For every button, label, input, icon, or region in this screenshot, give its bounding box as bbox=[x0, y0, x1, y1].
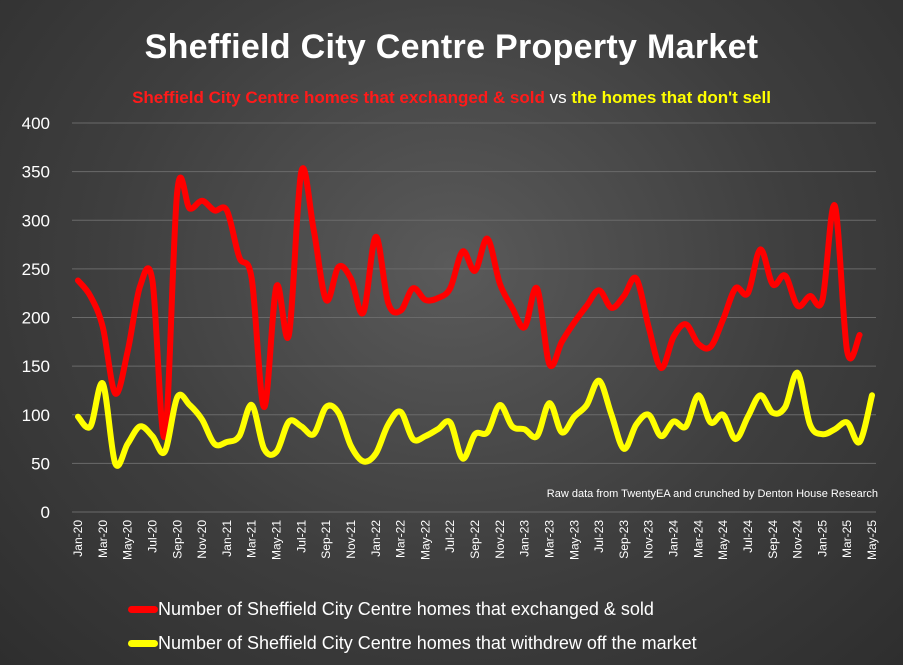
chart-subtitle: Sheffield City Centre homes that exchang… bbox=[0, 88, 903, 108]
legend-item-withdrawn: Number of Sheffield City Centre homes th… bbox=[128, 631, 697, 655]
x-tick-label: Sep-20 bbox=[170, 520, 184, 559]
x-tick-label: Mar-23 bbox=[542, 520, 556, 558]
x-tick-label: Jan-20 bbox=[71, 520, 85, 557]
y-tick-label: 350 bbox=[22, 163, 50, 182]
x-tick-label: Mar-24 bbox=[691, 520, 705, 558]
legend-item-sold: Number of Sheffield City Centre homes th… bbox=[128, 597, 654, 621]
x-tick-label: May-24 bbox=[716, 520, 730, 560]
x-tick-label: Jan-21 bbox=[220, 520, 234, 557]
y-tick-label: 150 bbox=[22, 357, 50, 376]
legend-swatch-withdrawn bbox=[128, 639, 158, 647]
y-tick-label: 250 bbox=[22, 260, 50, 279]
series-line-withdrawn bbox=[75, 369, 875, 469]
x-tick-label: Jan-22 bbox=[369, 520, 383, 557]
series-lines bbox=[75, 165, 875, 469]
legend-label-withdrawn: Number of Sheffield City Centre homes th… bbox=[158, 632, 697, 653]
x-tick-label: Mar-20 bbox=[96, 520, 110, 558]
chart-title: Sheffield City Centre Property Market bbox=[144, 28, 759, 66]
source-note: Raw data from TwentyEA and crunched by D… bbox=[546, 488, 878, 500]
y-tick-label: 300 bbox=[22, 211, 50, 230]
x-tick-label: May-21 bbox=[270, 520, 284, 560]
y-tick-label: 100 bbox=[22, 406, 50, 425]
x-tick-label: Sep-23 bbox=[617, 520, 631, 559]
y-tick-label: 50 bbox=[31, 454, 50, 473]
legend-swatch-sold bbox=[128, 605, 158, 613]
x-tick-label: Sep-21 bbox=[319, 520, 333, 559]
series-line-sold bbox=[75, 165, 863, 440]
x-tick-label: Mar-21 bbox=[245, 520, 259, 558]
x-tick-label: May-22 bbox=[418, 520, 432, 560]
x-tick-label: Jan-23 bbox=[518, 520, 532, 557]
x-tick-label: Nov-22 bbox=[493, 520, 507, 559]
y-tick-label: 400 bbox=[22, 114, 50, 133]
x-tick-label: Nov-23 bbox=[642, 520, 656, 559]
grid-lines bbox=[72, 122, 876, 513]
x-tick-label: Sep-22 bbox=[468, 520, 482, 559]
y-tick-label: 0 bbox=[41, 503, 50, 522]
y-axis-ticks: 0 50 100 150 200 250 300 350 400 bbox=[22, 114, 50, 522]
x-tick-label: Mar-25 bbox=[840, 520, 854, 558]
x-tick-label: Jul-20 bbox=[145, 520, 159, 553]
x-tick-label: Nov-20 bbox=[195, 520, 209, 559]
x-tick-label: May-23 bbox=[567, 520, 581, 560]
x-tick-label: May-25 bbox=[865, 520, 879, 560]
x-axis-ticks: Jan-20 Mar-20 May-20 Jul-20 Sep-20 Nov-20 Jan-… bbox=[71, 520, 879, 560]
legend-label-sold: Number of Sheffield City Centre homes th… bbox=[158, 598, 654, 619]
x-tick-label: Sep-24 bbox=[766, 520, 780, 559]
x-tick-label: Nov-21 bbox=[344, 520, 358, 559]
y-tick-label: 200 bbox=[22, 309, 50, 328]
x-tick-label: Jul-21 bbox=[294, 520, 308, 553]
x-tick-label: Jan-24 bbox=[667, 520, 681, 557]
subtitle-withdrawn-part: the homes that don't sell bbox=[571, 88, 771, 107]
x-tick-label: Mar-22 bbox=[394, 520, 408, 558]
subtitle-sold-part: Sheffield City Centre homes that exchang… bbox=[132, 88, 545, 107]
x-tick-label: Jul-24 bbox=[741, 520, 755, 553]
x-tick-label: Jul-22 bbox=[443, 520, 457, 553]
subtitle-vs: vs bbox=[549, 88, 567, 107]
x-tick-label: Jan-25 bbox=[815, 520, 829, 557]
x-tick-label: Jul-23 bbox=[592, 520, 606, 553]
x-tick-label: Nov-24 bbox=[791, 520, 805, 559]
x-tick-label: May-20 bbox=[121, 520, 135, 560]
